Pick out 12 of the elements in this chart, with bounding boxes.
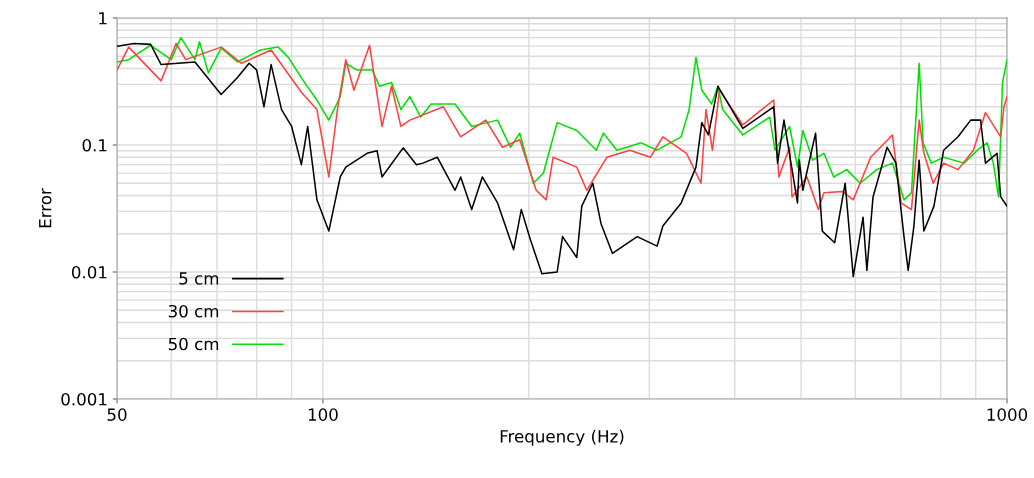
y-tick-label: 0.1 (82, 138, 107, 152)
y-tick-label: 0.01 (71, 265, 107, 279)
x-tick-label: 1000 (987, 408, 1028, 421)
x-axis-title: Frequency (Hz) (500, 429, 624, 446)
legend-label: 30 cm (168, 304, 219, 318)
legend-label: 50 cm (168, 337, 219, 351)
y-tick-label: 0.001 (61, 392, 107, 406)
x-tick-label: 50 (107, 408, 127, 421)
x-tick-label: 100 (308, 408, 338, 421)
y-tick-label: 1 (99, 12, 107, 25)
y-axis-title: Error (39, 188, 52, 228)
legend-label: 5 cm (179, 272, 219, 285)
